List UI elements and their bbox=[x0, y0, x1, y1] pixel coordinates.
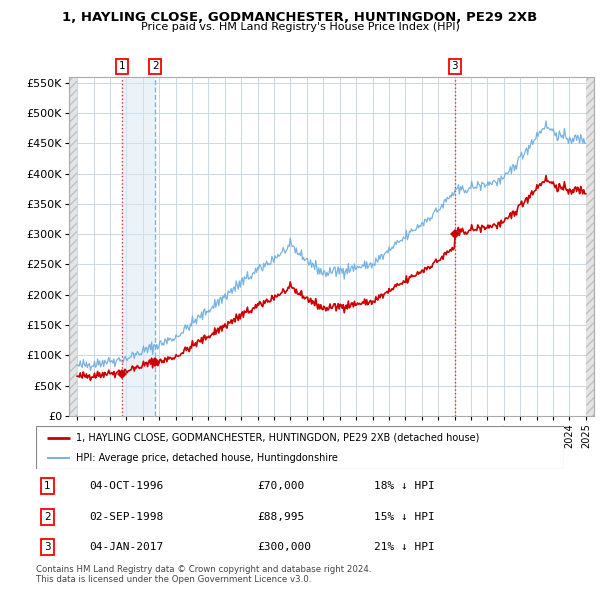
Text: 18% ↓ HPI: 18% ↓ HPI bbox=[374, 481, 434, 491]
Text: £88,995: £88,995 bbox=[258, 512, 305, 522]
Bar bbox=[122, 77, 155, 416]
Text: Contains HM Land Registry data © Crown copyright and database right 2024.: Contains HM Land Registry data © Crown c… bbox=[36, 565, 371, 574]
Text: 2: 2 bbox=[44, 512, 51, 522]
Text: This data is licensed under the Open Government Licence v3.0.: This data is licensed under the Open Gov… bbox=[36, 575, 311, 584]
Text: 04-OCT-1996: 04-OCT-1996 bbox=[89, 481, 163, 491]
Text: 21% ↓ HPI: 21% ↓ HPI bbox=[374, 542, 434, 552]
Text: 1: 1 bbox=[119, 61, 125, 71]
Text: HPI: Average price, detached house, Huntingdonshire: HPI: Average price, detached house, Hunt… bbox=[76, 453, 337, 463]
Bar bbox=[586, 77, 594, 416]
Text: £70,000: £70,000 bbox=[258, 481, 305, 491]
Text: 02-SEP-1998: 02-SEP-1998 bbox=[89, 512, 163, 522]
Text: 1, HAYLING CLOSE, GODMANCHESTER, HUNTINGDON, PE29 2XB (detached house): 1, HAYLING CLOSE, GODMANCHESTER, HUNTING… bbox=[76, 432, 479, 442]
Text: 3: 3 bbox=[44, 542, 51, 552]
Bar bbox=[69, 77, 77, 416]
Text: 2: 2 bbox=[152, 61, 158, 71]
Text: 3: 3 bbox=[451, 61, 458, 71]
Text: 15% ↓ HPI: 15% ↓ HPI bbox=[374, 512, 434, 522]
Text: Price paid vs. HM Land Registry's House Price Index (HPI): Price paid vs. HM Land Registry's House … bbox=[140, 22, 460, 32]
Text: 04-JAN-2017: 04-JAN-2017 bbox=[89, 542, 163, 552]
Text: 1: 1 bbox=[44, 481, 51, 491]
Text: £300,000: £300,000 bbox=[258, 542, 312, 552]
Text: 1, HAYLING CLOSE, GODMANCHESTER, HUNTINGDON, PE29 2XB: 1, HAYLING CLOSE, GODMANCHESTER, HUNTING… bbox=[62, 11, 538, 24]
